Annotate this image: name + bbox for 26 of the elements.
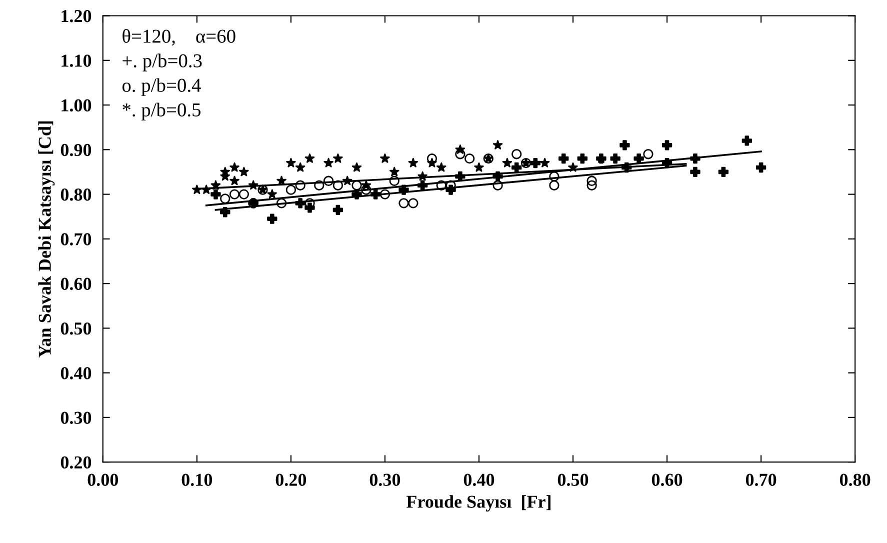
y-tick-label: 0.80 xyxy=(60,188,92,201)
x-axis-title: Froude Sayısı [Fr] xyxy=(406,495,550,512)
annotation: o. p/b=0.4 xyxy=(122,78,201,96)
x-tick-label: 0.50 xyxy=(558,474,588,486)
y-tick-label: 1.20 xyxy=(62,10,92,22)
y-tick-label: 0.60 xyxy=(60,278,92,290)
y-axis-title: Yan Savak Debi Katsayısı [Cd] xyxy=(38,121,55,358)
y-tick-label: 1.10 xyxy=(62,54,92,67)
annotation: θ=120, α=60 xyxy=(122,29,236,46)
y-tick-label: 0.70 xyxy=(60,233,92,246)
y-tick-label: 0.20 xyxy=(60,456,92,469)
x-tick-label: 0.10 xyxy=(182,474,212,486)
x-tick-label: 0.00 xyxy=(88,474,118,486)
x-tick-label: 0.30 xyxy=(370,474,400,486)
annotation: *. p/b=0.5 xyxy=(122,102,200,120)
y-tick-label: 0.90 xyxy=(60,144,92,156)
x-tick-label: 0.80 xyxy=(840,474,870,486)
x-tick-label: 0.70 xyxy=(746,474,776,486)
x-tick-label: 0.20 xyxy=(276,474,306,486)
y-tick-label: 0.40 xyxy=(60,367,92,380)
x-tick-label: 0.60 xyxy=(652,474,682,486)
y-tick-label: 0.50 xyxy=(60,322,92,335)
x-tick-label: 0.40 xyxy=(464,474,494,486)
y-tick-label: 0.30 xyxy=(60,412,92,424)
y-tick-label: 1.00 xyxy=(62,99,92,112)
annotation: +. p/b=0.3 xyxy=(122,54,202,72)
